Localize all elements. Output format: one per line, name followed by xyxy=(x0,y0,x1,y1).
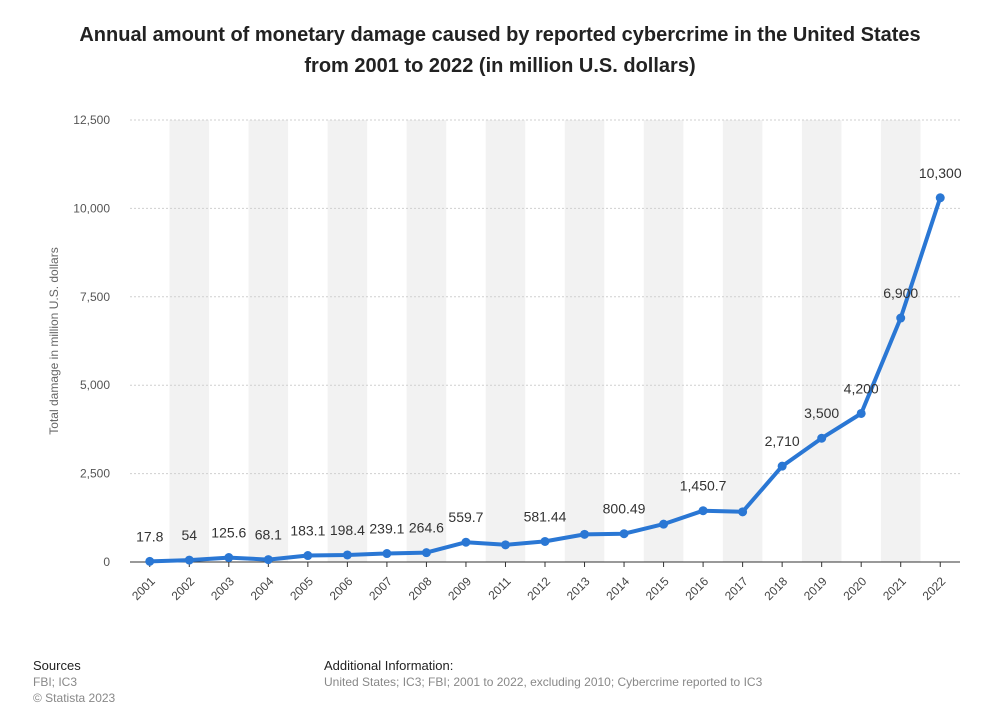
data-label: 6,900 xyxy=(883,285,918,301)
data-label: 125.6 xyxy=(211,525,246,541)
data-point xyxy=(421,548,431,558)
y-tick-label: 0 xyxy=(103,555,110,569)
data-label: 68.1 xyxy=(255,527,282,543)
x-tick-label: 2021 xyxy=(880,574,909,603)
data-label: 10,300 xyxy=(919,165,962,181)
y-tick-label: 7,500 xyxy=(80,290,110,304)
x-tick-label: 2005 xyxy=(287,574,316,603)
data-label: 559.7 xyxy=(448,509,483,525)
data-label: 1,450.7 xyxy=(680,478,727,494)
data-point xyxy=(540,536,550,546)
x-tick-label: 2001 xyxy=(129,574,158,603)
x-tick-label: 2019 xyxy=(801,574,830,603)
background-band xyxy=(406,120,447,562)
data-point xyxy=(382,549,392,559)
data-point xyxy=(738,507,748,517)
x-tick-label: 2015 xyxy=(643,574,672,603)
x-tick-label: 2012 xyxy=(524,574,553,603)
data-point xyxy=(777,461,787,471)
background-band xyxy=(801,120,842,562)
x-tick-label: 2007 xyxy=(366,574,395,603)
data-label: 4,200 xyxy=(844,380,879,396)
x-tick-label: 2018 xyxy=(761,574,790,603)
data-point xyxy=(856,408,866,418)
x-tick-label: 2004 xyxy=(248,574,277,603)
data-label: 581.44 xyxy=(524,508,567,524)
additional-info-section: Additional Information: United States; I… xyxy=(324,658,762,690)
data-point xyxy=(698,506,708,516)
y-tick-label: 5,000 xyxy=(80,378,110,392)
x-tick-label: 2016 xyxy=(682,574,711,603)
sources-heading: Sources xyxy=(33,658,81,673)
data-point xyxy=(580,529,590,539)
y-tick-label: 2,500 xyxy=(80,467,110,481)
data-label: 800.49 xyxy=(603,501,646,517)
data-label: 264.6 xyxy=(409,520,444,536)
data-point xyxy=(500,540,510,550)
data-label: 183.1 xyxy=(290,523,325,539)
data-point xyxy=(619,529,629,539)
background-band xyxy=(722,120,763,562)
y-tick-label: 10,000 xyxy=(73,201,110,215)
data-point xyxy=(935,193,945,203)
background-band xyxy=(248,120,289,562)
background-band xyxy=(327,120,368,562)
data-point xyxy=(896,313,906,323)
x-tick-label: 2008 xyxy=(406,574,435,603)
data-point xyxy=(817,433,827,443)
y-axis-title: Total damage in million U.S. dollars xyxy=(47,247,61,434)
x-tick-label: 2020 xyxy=(841,574,870,603)
background-band xyxy=(564,120,605,562)
x-tick-label: 2002 xyxy=(169,574,198,603)
background-band xyxy=(485,120,526,562)
data-point xyxy=(461,537,471,547)
data-point xyxy=(145,556,155,566)
additional-info-text: United States; IC3; FBI; 2001 to 2022, e… xyxy=(324,675,763,689)
x-tick-label: 2009 xyxy=(445,574,474,603)
data-point xyxy=(224,553,234,563)
x-tick-label: 2017 xyxy=(722,574,751,603)
background-band xyxy=(169,120,210,562)
y-tick-label: 12,500 xyxy=(73,113,110,127)
data-label: 17.8 xyxy=(136,528,163,544)
background-band xyxy=(880,120,921,562)
x-tick-label: 2014 xyxy=(603,574,632,603)
data-point xyxy=(184,555,194,565)
additional-info-heading: Additional Information: xyxy=(324,658,454,673)
x-tick-label: 2003 xyxy=(208,574,237,603)
x-tick-label: 2013 xyxy=(564,574,593,603)
data-point xyxy=(303,551,313,561)
data-label: 198.4 xyxy=(330,522,365,538)
sources-section: Sources FBI; IC3 © Statista 2023 xyxy=(33,658,115,706)
chart-title: Annual amount of monetary damage caused … xyxy=(79,24,921,77)
x-tick-label: 2022 xyxy=(920,574,949,603)
data-point xyxy=(263,555,273,565)
x-tick-label: 2011 xyxy=(485,574,513,602)
background-band xyxy=(643,120,684,562)
data-label: 54 xyxy=(181,527,197,543)
sources-line: FBI; IC3 xyxy=(33,675,78,689)
x-tick-label: 2006 xyxy=(327,574,356,603)
data-label: 239.1 xyxy=(369,521,404,537)
data-label: 3,500 xyxy=(804,405,839,421)
data-point xyxy=(659,519,669,529)
data-label: 2,710 xyxy=(765,433,800,449)
data-point xyxy=(342,550,352,560)
copyright-line: © Statista 2023 xyxy=(33,691,116,705)
